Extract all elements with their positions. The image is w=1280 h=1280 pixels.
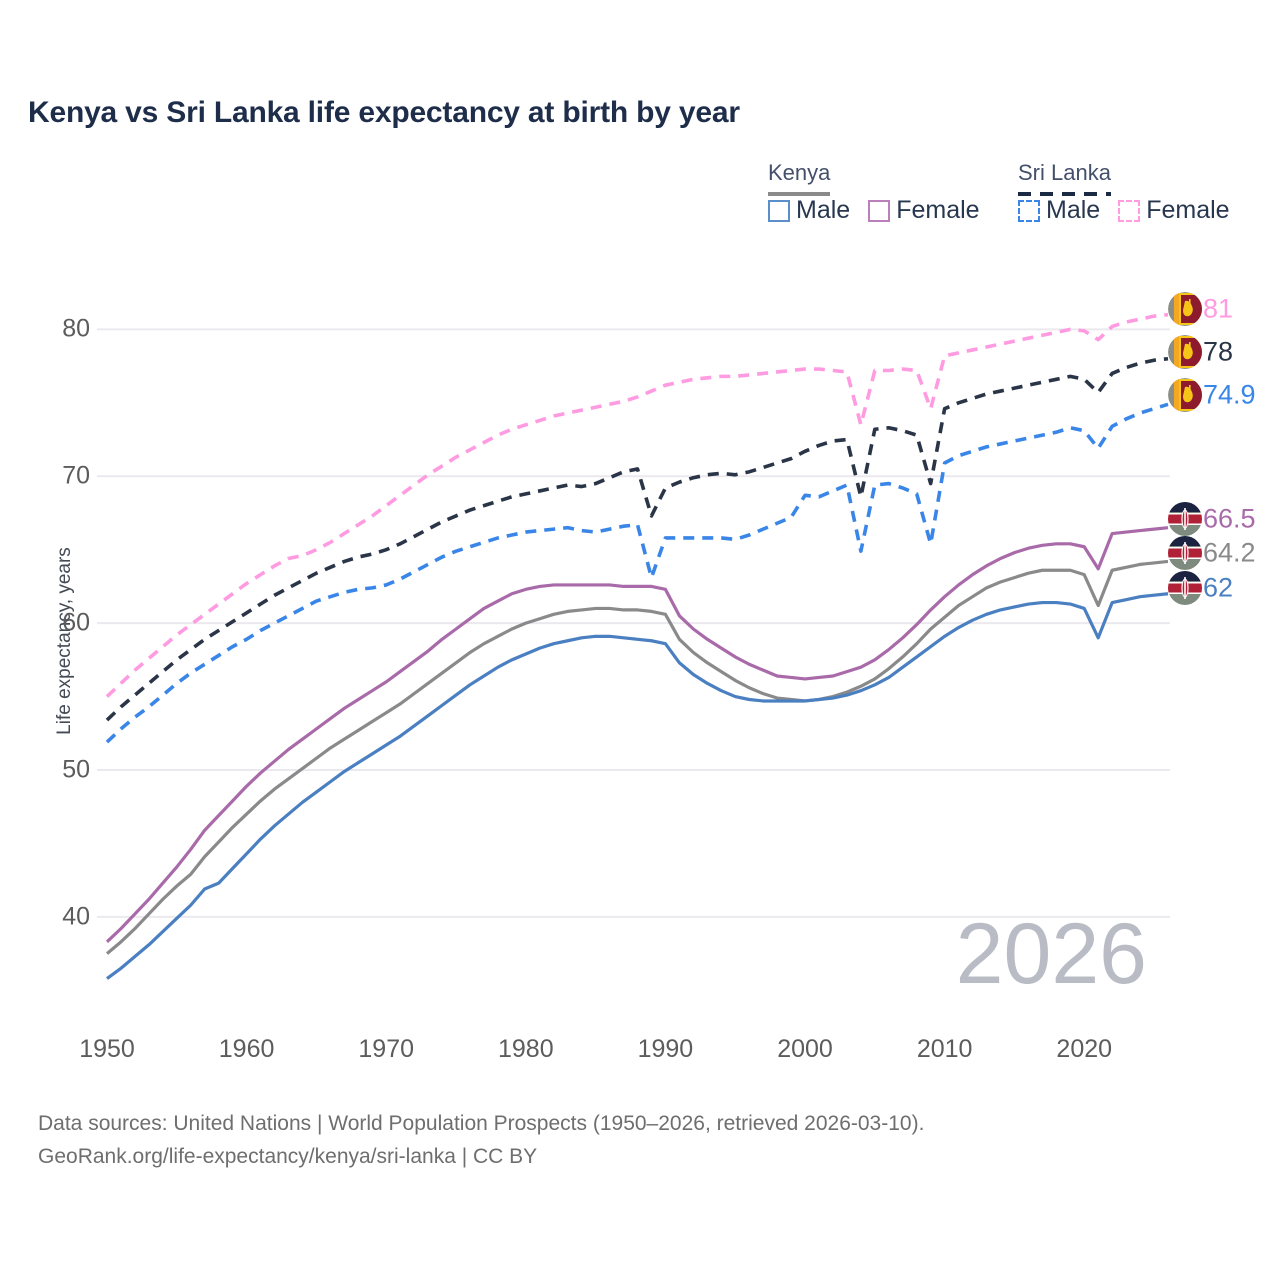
- y-tick-label: 50: [62, 755, 90, 784]
- kenya-flag-icon: [1168, 502, 1202, 536]
- x-tick-label: 2020: [1056, 1035, 1113, 1063]
- legend-rule-sri-lanka: [1018, 192, 1111, 196]
- legend-country-kenya: Kenya: [768, 160, 831, 185]
- series-lines: [105, 312, 1169, 980]
- y-tick-label: 40: [62, 902, 90, 931]
- legend-label-sri-lanka-female: Female: [1146, 196, 1230, 224]
- x-tick-label: 2000: [777, 1035, 833, 1063]
- sri-lanka-flag-icon: [1168, 292, 1202, 326]
- year-watermark: 2026: [955, 906, 1147, 1002]
- legend-item-sri-lanka-female[interactable]: Female: [1118, 196, 1230, 225]
- end-value-label: 78: [1203, 336, 1234, 367]
- x-tick-label: 1960: [218, 1035, 275, 1063]
- page-title: Kenya vs Sri Lanka life expectancy at bi…: [28, 96, 740, 129]
- footer-line-1: Data sources: United Nations | World Pop…: [38, 1112, 925, 1135]
- legend-group-sri-lanka: Sri Lanka Male Female: [1018, 160, 1230, 224]
- chart-legend: Kenya Male Female Sri Lanka Male: [760, 160, 1260, 240]
- gridlines: [97, 328, 1170, 918]
- footer-credits: Data sources: United Nations | World Pop…: [38, 1108, 924, 1173]
- x-tick-label: 1980: [498, 1035, 554, 1063]
- x-tick-label: 1990: [637, 1035, 694, 1063]
- y-tick-label: 80: [62, 314, 90, 343]
- series-line-kenya-total: [105, 559, 1169, 955]
- legend-item-sri-lanka-male[interactable]: Male: [1018, 196, 1100, 225]
- y-tick-label: 60: [62, 608, 90, 637]
- y-tick-label: 70: [62, 461, 90, 490]
- legend-swatch-sri-lanka-female: [1118, 199, 1141, 222]
- legend-swatch-kenya-female: [868, 199, 891, 222]
- series-line-sri-lanka-male: [105, 402, 1169, 744]
- legend-label-sri-lanka-male: Male: [1046, 196, 1101, 224]
- x-tick-label: 1970: [358, 1035, 415, 1063]
- end-value-label: 66.5: [1203, 503, 1256, 534]
- legend-item-kenya-male[interactable]: Male: [768, 196, 850, 225]
- end-value-label: 62: [1203, 572, 1234, 603]
- x-tick-label: 1950: [79, 1035, 135, 1063]
- legend-country-sri-lanka: Sri Lanka: [1018, 160, 1111, 185]
- footer-line-2: GeoRank.org/life-expectancy/kenya/sri-la…: [38, 1144, 538, 1168]
- legend-label-kenya-male: Male: [796, 196, 851, 224]
- legend-item-kenya-female[interactable]: Female: [868, 196, 980, 225]
- legend-rule-kenya: [768, 192, 831, 196]
- series-line-sri-lanka-female: [105, 312, 1169, 698]
- end-value-label: 64.2: [1203, 537, 1256, 568]
- y-axis-label: Life expectancy, years: [54, 547, 75, 735]
- x-tick-label: 2010: [916, 1035, 973, 1063]
- end-value-label: 81: [1203, 293, 1234, 324]
- kenya-flag-icon: [1168, 571, 1202, 605]
- sri-lanka-flag-icon: [1168, 378, 1202, 412]
- legend-label-kenya-female: Female: [896, 196, 980, 224]
- sri-lanka-flag-icon: [1168, 335, 1202, 369]
- series-line-kenya-female: [105, 526, 1169, 944]
- legend-swatch-sri-lanka-male: [1018, 199, 1040, 222]
- end-value-label: 74.9: [1203, 379, 1256, 410]
- legend-swatch-kenya-male: [768, 199, 790, 222]
- kenya-flag-icon: [1168, 536, 1202, 570]
- legend-group-kenya: Kenya Male Female: [768, 160, 980, 224]
- series-line-sri-lanka-total: [105, 356, 1169, 722]
